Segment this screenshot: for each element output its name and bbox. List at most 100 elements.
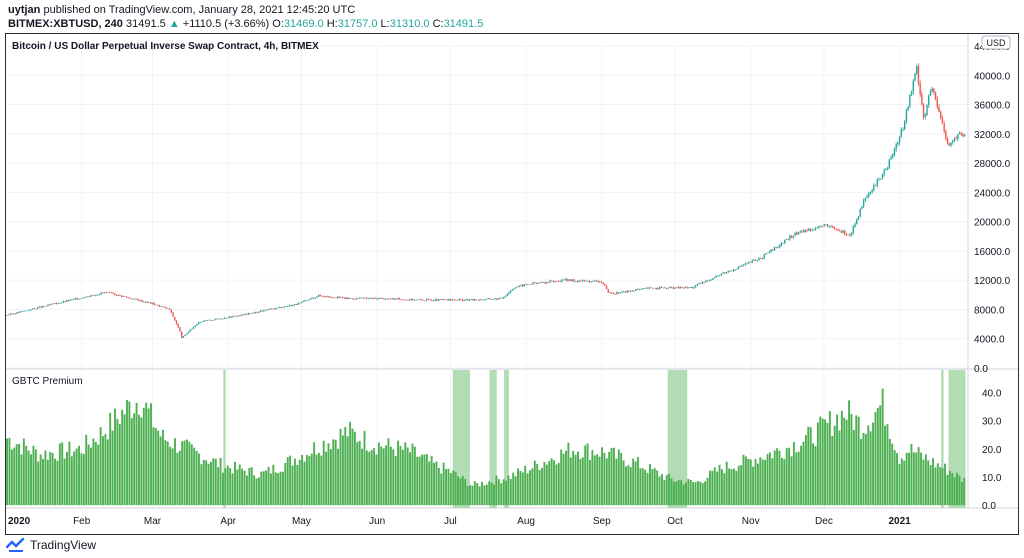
price-candle bbox=[165, 307, 167, 309]
premium-bar bbox=[313, 442, 316, 506]
chart-container[interactable]: 44000.040000.036000.032000.028000.024000… bbox=[5, 33, 1019, 535]
price-candle bbox=[103, 292, 106, 294]
price-candle bbox=[701, 282, 704, 284]
premium-bar bbox=[680, 480, 683, 506]
premium-bar bbox=[569, 457, 572, 506]
low-value: 31310.0 bbox=[389, 18, 430, 30]
price-candle bbox=[186, 333, 188, 335]
premium-bar bbox=[860, 438, 863, 506]
price-candle bbox=[215, 318, 217, 320]
chart-canvas[interactable]: 44000.040000.036000.032000.028000.024000… bbox=[6, 34, 1018, 534]
price-candle bbox=[353, 299, 356, 300]
premium-bar bbox=[157, 430, 160, 506]
price-candle bbox=[294, 304, 296, 305]
price-candle bbox=[905, 110, 908, 122]
price-candle bbox=[144, 301, 147, 303]
premium-bar bbox=[613, 447, 615, 506]
price-candle bbox=[547, 281, 550, 283]
premium-bar bbox=[893, 450, 896, 506]
premium-bar bbox=[370, 450, 373, 506]
premium-bar bbox=[629, 467, 632, 506]
price-candle bbox=[90, 295, 92, 297]
price-candle bbox=[323, 296, 325, 297]
premium-bar bbox=[752, 466, 755, 506]
price-candle bbox=[814, 228, 817, 230]
price-candle bbox=[36, 307, 39, 309]
price-candle bbox=[155, 304, 157, 306]
price-candle bbox=[254, 311, 257, 314]
price-candle bbox=[712, 278, 714, 280]
price-candle bbox=[150, 302, 152, 304]
premium-bar bbox=[814, 446, 817, 506]
premium-bar bbox=[538, 470, 541, 506]
price-candle bbox=[395, 298, 397, 300]
premium-bar bbox=[49, 451, 52, 506]
price-candle bbox=[856, 219, 858, 224]
premium-bar bbox=[836, 414, 839, 506]
author-name[interactable]: uytjan bbox=[8, 4, 41, 16]
premium-bar bbox=[25, 445, 28, 506]
price-candle bbox=[758, 258, 760, 261]
price-candle bbox=[696, 284, 699, 286]
premium-bar bbox=[848, 400, 851, 506]
premium-bar bbox=[855, 415, 858, 506]
price-candle bbox=[508, 292, 510, 294]
price-candle bbox=[302, 301, 304, 302]
price-candle bbox=[583, 280, 586, 282]
price-candle bbox=[554, 281, 556, 283]
premium-bar bbox=[756, 463, 759, 506]
price-candle bbox=[957, 134, 959, 140]
symbol-label: BITMEX:XBTUSD, 240 bbox=[8, 18, 123, 30]
price-candle bbox=[331, 297, 334, 298]
premium-bar bbox=[718, 464, 721, 506]
price-candle bbox=[823, 224, 825, 226]
price-candle bbox=[405, 299, 407, 301]
price-candle bbox=[700, 283, 702, 284]
premium-bar bbox=[927, 460, 930, 506]
price-candle bbox=[506, 293, 508, 296]
premium-bar bbox=[30, 454, 32, 506]
premium-bar bbox=[744, 456, 747, 506]
price-candle bbox=[688, 287, 690, 289]
price-candle bbox=[818, 225, 820, 228]
price-candle bbox=[638, 289, 640, 290]
premium-bar bbox=[202, 459, 205, 506]
premium-bar bbox=[840, 410, 843, 506]
price-candle bbox=[187, 331, 190, 334]
price-candle bbox=[909, 94, 911, 107]
price-candle bbox=[119, 294, 121, 296]
price-candle bbox=[811, 229, 813, 231]
price-candle bbox=[172, 312, 174, 317]
price-candle bbox=[940, 111, 942, 119]
price-candle bbox=[772, 249, 774, 251]
price-candle bbox=[902, 129, 904, 130]
premium-bar bbox=[509, 478, 512, 506]
time-tick-label: Apr bbox=[220, 516, 236, 527]
price-candle bbox=[780, 243, 783, 246]
price-candle bbox=[407, 299, 409, 301]
footer-brand[interactable]: TradingView bbox=[30, 538, 97, 552]
price-candle bbox=[871, 189, 873, 192]
price-candle bbox=[472, 299, 474, 301]
price-candle bbox=[600, 281, 603, 283]
price-candle bbox=[436, 299, 438, 301]
price-candle bbox=[55, 303, 58, 304]
price-candle bbox=[525, 284, 527, 285]
price-candle bbox=[763, 254, 765, 258]
price-candle bbox=[537, 282, 539, 284]
price-candle bbox=[110, 292, 113, 294]
premium-bar bbox=[517, 468, 519, 506]
premium-bar bbox=[675, 481, 678, 506]
price-candle bbox=[849, 234, 851, 236]
price-candle bbox=[904, 121, 906, 130]
premium-tick-label: 0.0 bbox=[982, 501, 996, 512]
premium-bar bbox=[123, 414, 126, 506]
premium-highlight-band bbox=[452, 370, 470, 508]
price-candle bbox=[952, 140, 954, 143]
premium-bar bbox=[934, 467, 937, 506]
price-candle bbox=[465, 299, 467, 301]
price-candle bbox=[446, 299, 448, 301]
price-candle bbox=[26, 310, 29, 312]
price-candle bbox=[381, 298, 383, 299]
price-candle bbox=[67, 300, 70, 302]
